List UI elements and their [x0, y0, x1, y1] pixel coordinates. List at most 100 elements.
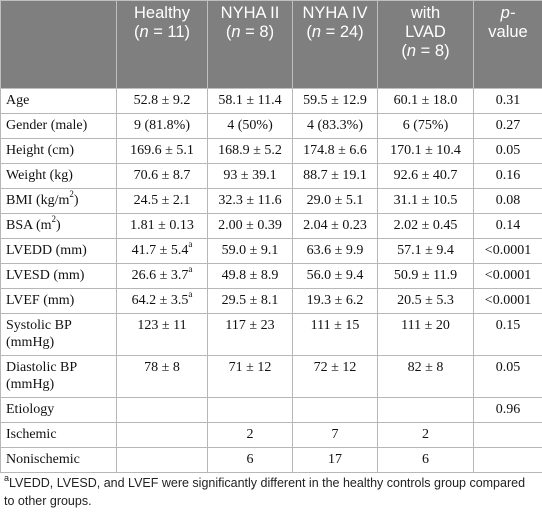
- paren: (: [306, 23, 312, 41]
- paren: (: [401, 42, 407, 60]
- cell-value: 169.6 ± 5.1: [130, 143, 194, 158]
- table-row: Diastolic BP (mmHg) 78 ± 8 71 ± 12 72 ± 12 82…: [0, 355, 542, 398]
- n-symbol: n: [406, 42, 417, 60]
- table-cell: <0.0001: [473, 288, 542, 314]
- cell-value: 0.05: [495, 360, 521, 375]
- paren: (: [225, 23, 232, 41]
- cell-value: 168.9 ± 5.2: [218, 143, 282, 158]
- table-cell: 111 ± 20: [377, 313, 474, 356]
- cell-value: 9 (81.8%): [134, 118, 190, 133]
- table-cell: 0.08: [473, 188, 542, 214]
- cell-value: 59.5 ± 12.9: [303, 93, 367, 108]
- table-cell: 111 ± 15: [292, 313, 378, 356]
- row-label: Nonischemic: [0, 447, 117, 473]
- row-label-text: Systolic BP: [6, 318, 72, 333]
- table-cell: 4 (83.3%): [292, 113, 378, 139]
- cell-value: 41.7 ± 5.4: [131, 243, 189, 258]
- table-cell: 123 ± 11: [116, 313, 208, 356]
- table-cell: 59.5 ± 12.9: [292, 88, 378, 114]
- table-cell: 0.14: [473, 213, 542, 239]
- table-cell: 0.05: [473, 138, 542, 164]
- header-nyha-ii-name: NYHA II: [220, 4, 280, 22]
- cell-value: 58.1 ± 11.4: [218, 93, 282, 108]
- table-cell: 2.04 ± 0.23: [292, 213, 378, 239]
- table-cell: 24.5 ± 2.1: [116, 188, 208, 214]
- table-row: Weight (kg) 70.6 ± 8.7 93 ± 39.1 88.7 ± 19.…: [0, 163, 542, 189]
- row-label: Diastolic BP (mmHg): [0, 355, 117, 398]
- row-label-text: Ischemic: [6, 427, 57, 442]
- row-label: BSA (m2): [0, 213, 117, 239]
- table-cell: 2.00 ± 0.39: [207, 213, 293, 239]
- cell-value: 174.8 ± 6.6: [303, 143, 367, 158]
- header-nyha-iv-count: (n = 24): [295, 23, 375, 42]
- cell-value: 0.16: [495, 168, 521, 183]
- row-label-text: Height (cm): [6, 143, 75, 158]
- table-cell: 49.8 ± 8.9: [207, 263, 293, 289]
- n-symbol: n: [311, 23, 322, 41]
- cell-value: <0.0001: [484, 293, 532, 308]
- table-cell: 58.1 ± 11.4: [207, 88, 293, 114]
- cell-value: 60.1 ± 18.0: [393, 93, 458, 108]
- row-label-text: Age: [6, 93, 30, 108]
- table-cell: [473, 422, 542, 448]
- row-label-suffix: ): [73, 193, 79, 208]
- cell-value: 24.5 ± 2.1: [133, 193, 191, 208]
- row-label: BMI (kg/m2): [0, 188, 117, 214]
- cell-value: 111 ± 20: [401, 318, 450, 333]
- table-row: Etiology 0.96: [0, 397, 542, 423]
- table-cell: 0.15: [473, 313, 542, 356]
- footnote-reference: a: [188, 239, 193, 250]
- cell-value: 0.15: [495, 318, 521, 333]
- cell-value: 2.04 ± 0.23: [303, 218, 367, 233]
- table-cell: 72 ± 12: [292, 355, 378, 398]
- cell-value: 59.0 ± 9.1: [221, 243, 279, 258]
- cell-value: 49.8 ± 8.9: [221, 268, 279, 283]
- table-cell: 2.02 ± 0.45: [377, 213, 474, 239]
- table-cell: 26.6 ± 3.7a: [116, 263, 208, 289]
- table-cell: 70.6 ± 8.7: [116, 163, 208, 189]
- cell-value: 57.1 ± 9.4: [397, 243, 454, 258]
- footnote-reference: a: [188, 289, 193, 300]
- row-label-superscript: 2: [51, 214, 57, 225]
- table-cell: [473, 447, 542, 473]
- table-row: Ischemic 2 7 2: [0, 422, 542, 448]
- cell-value: 2: [246, 427, 254, 442]
- header-p-line1: p-: [500, 4, 516, 22]
- table-cell: 88.7 ± 19.1: [292, 163, 378, 189]
- table-cell: 64.2 ± 3.5a: [116, 288, 208, 314]
- table-cell: 0.27: [473, 113, 542, 139]
- cell-value: 123 ± 11: [137, 318, 187, 333]
- cell-value: 92.6 ± 40.7: [393, 168, 458, 183]
- table-cell: 63.6 ± 9.9: [292, 238, 378, 264]
- header-nyha-ii: NYHA II (n = 8): [207, 0, 293, 89]
- table-cell: [116, 397, 208, 423]
- cell-value: 56.0 ± 9.4: [306, 268, 364, 283]
- row-label-text: Gender (male): [6, 118, 88, 133]
- table-cell: 168.9 ± 5.2: [207, 138, 293, 164]
- table-cell: 78 ± 8: [116, 355, 208, 398]
- table-row: Nonischemic 6 17 6: [0, 447, 542, 473]
- table-cell: 60.1 ± 18.0: [377, 88, 474, 114]
- cell-value: <0.0001: [484, 243, 532, 258]
- row-label-text: Etiology: [6, 402, 55, 417]
- table-row: LVEF (mm) 64.2 ± 3.5a 29.5 ± 8.1 19.3 ± 6.2…: [0, 288, 542, 314]
- table-cell: 71 ± 12: [207, 355, 293, 398]
- table-row: BSA (m2) 1.81 ± 0.13 2.00 ± 0.39 2.04 ± 0.2…: [0, 213, 542, 239]
- row-label-text: LVEF (mm): [6, 293, 75, 308]
- count-text: = 8): [416, 42, 450, 60]
- cell-value: 2.02 ± 0.45: [393, 218, 458, 233]
- cell-value: 170.1 ± 10.4: [390, 143, 461, 158]
- cell-value: 78 ± 8: [144, 360, 180, 375]
- row-label: Etiology: [0, 397, 117, 423]
- table-cell: 6: [207, 447, 293, 473]
- cell-value: 29.0 ± 5.1: [306, 193, 364, 208]
- header-lvad-count: (n = 8): [380, 42, 471, 61]
- cell-value: 52.8 ± 9.2: [133, 93, 191, 108]
- table-cell: 92.6 ± 40.7: [377, 163, 474, 189]
- cell-value: 50.9 ± 11.9: [393, 268, 458, 283]
- row-label-unit: (mmHg): [6, 377, 55, 392]
- cell-value: 70.6 ± 8.7: [133, 168, 191, 183]
- table-row: BMI (kg/m2) 24.5 ± 2.1 32.3 ± 11.6 29.0 ± 5…: [0, 188, 542, 214]
- table-cell: [207, 397, 293, 423]
- table-cell: 93 ± 39.1: [207, 163, 293, 189]
